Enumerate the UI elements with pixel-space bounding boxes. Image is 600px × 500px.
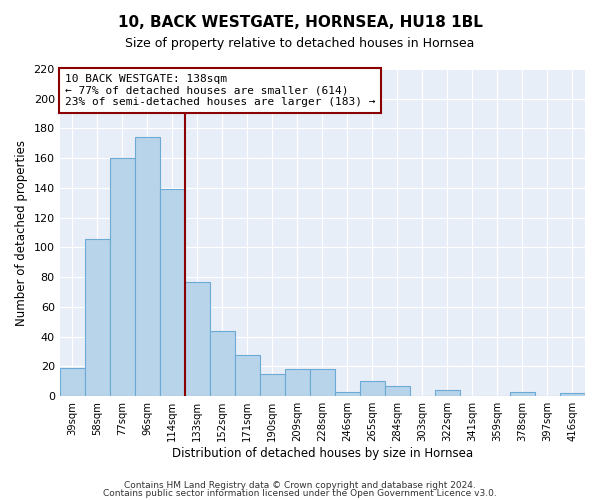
Bar	[160, 190, 185, 396]
Bar	[235, 354, 260, 396]
Bar	[435, 390, 460, 396]
Text: 10 BACK WESTGATE: 138sqm
← 77% of detached houses are smaller (614)
23% of semi-: 10 BACK WESTGATE: 138sqm ← 77% of detach…	[65, 74, 376, 107]
Text: Size of property relative to detached houses in Hornsea: Size of property relative to detached ho…	[125, 38, 475, 51]
Bar	[185, 282, 210, 396]
Bar	[110, 158, 135, 396]
Y-axis label: Number of detached properties: Number of detached properties	[15, 140, 28, 326]
Bar	[285, 370, 310, 396]
Bar	[560, 393, 585, 396]
Bar	[360, 382, 385, 396]
Bar	[310, 370, 335, 396]
Text: 10, BACK WESTGATE, HORNSEA, HU18 1BL: 10, BACK WESTGATE, HORNSEA, HU18 1BL	[118, 15, 482, 30]
X-axis label: Distribution of detached houses by size in Hornsea: Distribution of detached houses by size …	[172, 447, 473, 460]
Bar	[59, 368, 85, 396]
Text: Contains HM Land Registry data © Crown copyright and database right 2024.: Contains HM Land Registry data © Crown c…	[124, 482, 476, 490]
Bar	[335, 392, 360, 396]
Bar	[385, 386, 410, 396]
Bar	[210, 331, 235, 396]
Bar	[260, 374, 285, 396]
Bar	[135, 138, 160, 396]
Bar	[85, 238, 110, 396]
Bar	[510, 392, 535, 396]
Text: Contains public sector information licensed under the Open Government Licence v3: Contains public sector information licen…	[103, 490, 497, 498]
